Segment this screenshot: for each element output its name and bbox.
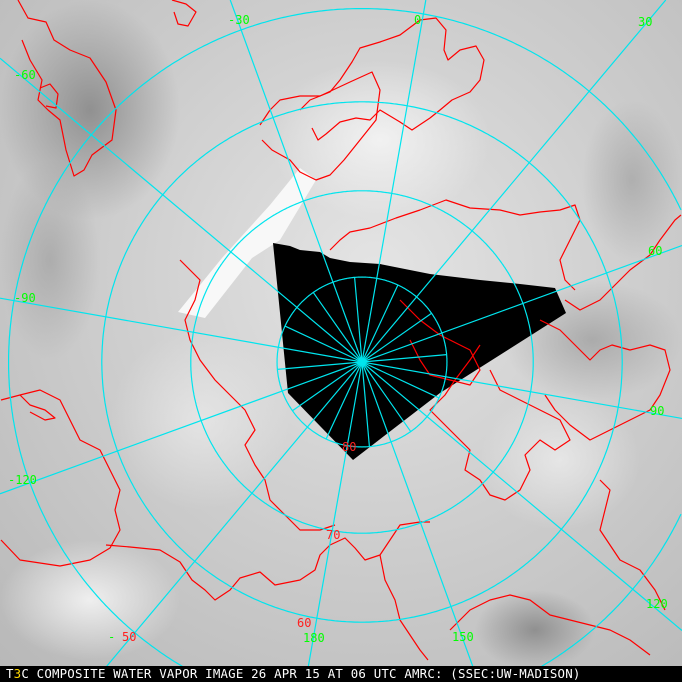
inner-meridian-line <box>361 361 412 432</box>
caption-prefix: T <box>6 666 14 681</box>
lon-label: -60 <box>14 68 36 82</box>
coastline-island-west <box>19 394 56 421</box>
coastline-alaska <box>105 521 430 601</box>
inner-meridian-line <box>361 361 371 447</box>
latitude-labels: 80 70 60 50 <box>122 440 356 644</box>
coastline-archipelago-inner <box>399 299 481 386</box>
coastline-bottom-west <box>0 389 121 567</box>
meridian-line <box>361 244 682 363</box>
inner-meridian-line <box>361 353 447 363</box>
lat-label: 80 <box>342 440 356 454</box>
inner-meridian-line <box>361 361 440 399</box>
caption-marker: 3 <box>13 666 22 681</box>
lon-label: 90 <box>650 404 664 418</box>
inner-meridian-line <box>277 361 363 371</box>
inner-meridian-line <box>361 312 432 363</box>
meridian-line <box>361 0 427 363</box>
inner-meridian-line <box>292 361 363 412</box>
meridian-line <box>361 0 667 363</box>
lon-label: - <box>108 630 115 644</box>
inner-meridian-line <box>284 325 363 363</box>
lat-label: 70 <box>326 528 340 542</box>
coastline-canada-south <box>379 554 429 661</box>
longitude-labels: -30 0 30 -60 60 -90 90 -120 120 150 180 … <box>8 13 668 645</box>
latitude-circle <box>8 8 682 682</box>
inner-meridian-line <box>325 361 363 440</box>
lat-label: 60 <box>297 616 311 630</box>
inner-meridian-line <box>312 292 363 363</box>
lat-label: 50 <box>122 630 136 644</box>
latitude-circle <box>190 190 534 534</box>
lon-label: 30 <box>638 15 652 29</box>
lon-label: 150 <box>452 630 474 644</box>
coastline-island-top <box>171 0 197 27</box>
coastline-scandinavia <box>259 71 381 181</box>
meridian-line <box>304 361 363 682</box>
latitude-circle <box>101 101 623 623</box>
meridian-line <box>0 361 363 495</box>
meridian-line <box>0 57 363 363</box>
white-swath <box>178 168 316 318</box>
lon-label: 60 <box>648 244 662 258</box>
coastline-pacific-islands <box>449 594 651 656</box>
meridian-line <box>93 361 363 682</box>
coastline-small-island <box>39 83 59 109</box>
lon-label: -30 <box>228 13 250 27</box>
image-caption: T3C COMPOSITE WATER VAPOR IMAGE 26 APR 1… <box>0 666 682 682</box>
inner-meridian-line <box>353 277 363 363</box>
caption-text: C COMPOSITE WATER VAPOR IMAGE 26 APR 15 … <box>21 666 581 681</box>
no-data-region <box>273 243 566 460</box>
lon-label: -90 <box>14 291 36 305</box>
meridian-line <box>361 361 480 682</box>
coastline-siberia-arctic <box>329 199 581 291</box>
lon-label: -120 <box>8 473 37 487</box>
meridian-line <box>229 0 363 363</box>
inner-meridian-line <box>361 284 399 363</box>
meridian-line <box>361 361 682 631</box>
coastline-east-lower <box>539 319 671 441</box>
lon-label: 180 <box>303 631 325 645</box>
meridian-line <box>361 361 682 420</box>
lon-label: 0 <box>414 13 421 27</box>
lon-label: 120 <box>646 597 668 611</box>
meridian-line <box>0 297 363 363</box>
latitude-circle <box>276 276 448 448</box>
coastline-right-edge <box>599 479 666 611</box>
coastline-east <box>564 214 682 311</box>
coastline-north-europe <box>299 17 485 141</box>
coastline-greenland <box>17 0 117 177</box>
